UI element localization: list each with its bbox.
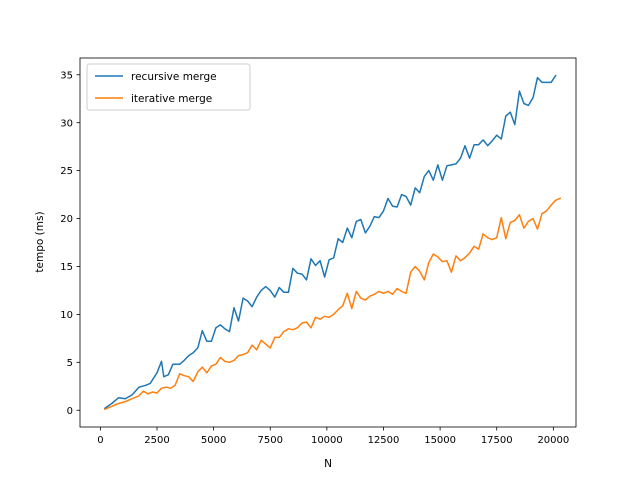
legend-label-2: iterative merge — [131, 93, 212, 105]
y-tick-label: 20 — [60, 214, 73, 225]
plot-background — [80, 58, 576, 427]
y-tick-label: 25 — [60, 166, 73, 177]
legend: recursive merge iterative merge — [86, 63, 251, 111]
y-tick-label: 15 — [60, 262, 73, 273]
x-tick-label: 10000 — [311, 435, 343, 446]
axes-frame — [79, 57, 577, 428]
x-tick-label: 17500 — [481, 435, 513, 446]
legend-box — [86, 63, 251, 111]
legend-label-1: recursive merge — [131, 71, 217, 83]
y-tick-label: 5 — [67, 358, 73, 369]
plot-area — [80, 58, 576, 427]
axes-layer: 0 2500 5000 7500 10000 12500 15000 17500 20000 0 5… — [60, 57, 577, 446]
y-tick-label: 30 — [60, 118, 73, 129]
y-tick-label: 35 — [60, 70, 73, 81]
y-tick-label: 0 — [67, 406, 73, 417]
y-axis-label: tempo (ms) — [34, 211, 46, 272]
x-tick-label: 12500 — [368, 435, 400, 446]
y-tick-label: 10 — [60, 310, 73, 321]
series-line-1 — [103, 74, 557, 410]
x-tick-label: 2500 — [144, 435, 169, 446]
series-line-2 — [103, 197, 562, 411]
x-tick-label: 20000 — [537, 435, 569, 446]
series-layer — [103, 74, 562, 411]
x-axis-label: N — [324, 458, 332, 470]
x-tick-label: 5000 — [201, 435, 226, 446]
x-tick-label: 15000 — [424, 435, 456, 446]
x-tick-label: 7500 — [258, 435, 283, 446]
x-tick-label: 0 — [97, 435, 103, 446]
